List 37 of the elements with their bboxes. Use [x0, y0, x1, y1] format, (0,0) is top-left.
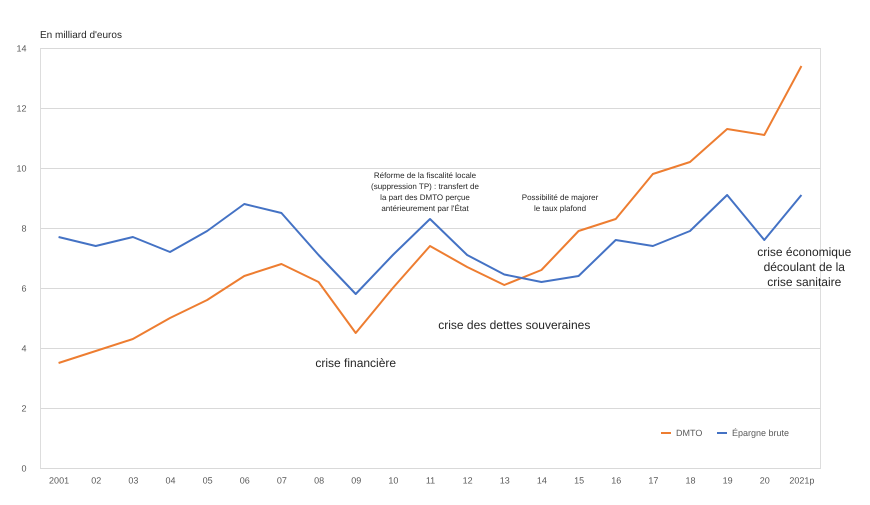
x-tick-label: 14 [536, 476, 547, 486]
x-tick-label: 07 [276, 476, 287, 486]
x-tick-label: 04 [165, 476, 176, 486]
legend-label: Épargne brute [732, 428, 790, 438]
x-tick-label: 16 [611, 476, 622, 486]
x-tick-label: 20 [760, 476, 770, 486]
x-tick-label: 03 [128, 476, 138, 486]
x-tick-label: 13 [500, 476, 510, 486]
x-tick-label: 19 [722, 476, 733, 486]
x-tick-label: 10 [388, 476, 398, 486]
y-tick-label: 4 [21, 344, 26, 354]
y-tick-label: 6 [21, 284, 26, 294]
x-tick-label: 09 [351, 476, 362, 486]
x-tick-label: 18 [685, 476, 696, 486]
y-tick-label: 12 [16, 104, 26, 114]
x-tick-label: 06 [240, 476, 250, 486]
x-tick-label: 12 [462, 476, 473, 486]
x-tick-label: 08 [314, 476, 324, 486]
x-tick-label: 2021p [789, 476, 814, 486]
y-axis-title: En milliard d'euros [40, 30, 122, 41]
y-tick-label: 2 [21, 404, 26, 414]
legend-label: DMTO [676, 428, 702, 438]
x-tick-label: 11 [426, 476, 436, 486]
x-tick-label: 2001 [49, 476, 70, 486]
x-tick-label: 17 [648, 476, 658, 486]
x-tick-label: 15 [574, 476, 584, 486]
annotation: crise des dettes souveraines [438, 318, 590, 332]
x-tick-label: 05 [202, 476, 213, 486]
x-tick-label: 02 [91, 476, 102, 486]
annotation: crise financière [315, 356, 396, 370]
y-tick-label: 8 [21, 224, 26, 234]
y-tick-label: 0 [21, 464, 26, 474]
annotation: Réforme de la fiscalité locale (suppression TP) : transfert de la part des DMTO perçue antérieurement par l'État [371, 171, 480, 213]
y-tick-label: 14 [16, 44, 26, 54]
annotation: crise économique découlant de la crise sanitaire [757, 245, 852, 289]
y-tick-label: 10 [16, 164, 26, 174]
annotation: Possibilité de majorer le taux plafond [522, 193, 599, 213]
